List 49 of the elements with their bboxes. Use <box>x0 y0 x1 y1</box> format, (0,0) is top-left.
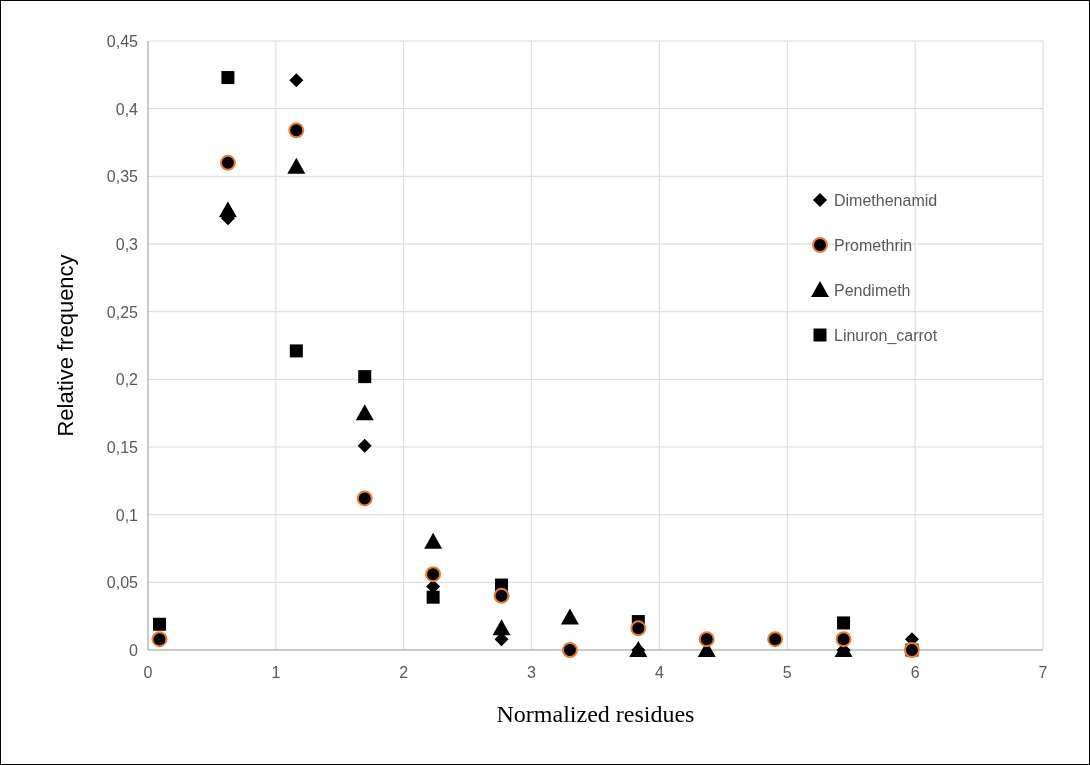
point <box>767 631 784 648</box>
y-tick-label: 0,35 <box>106 168 139 186</box>
x-tick-label: 4 <box>654 664 664 681</box>
y-axis-title: Relative frequency <box>53 254 78 437</box>
point <box>151 631 168 648</box>
point <box>560 608 579 625</box>
point <box>288 122 305 139</box>
y-tick-label: 0,25 <box>106 303 139 321</box>
point <box>835 631 852 648</box>
point <box>837 616 851 630</box>
legend-label: Promethrin <box>834 237 913 254</box>
point <box>426 590 440 604</box>
point <box>219 154 236 171</box>
y-tick-label: 0,4 <box>115 100 139 118</box>
point <box>630 620 647 637</box>
x-tick-label: 2 <box>399 664 409 681</box>
y-tick-label: 0,2 <box>115 371 139 389</box>
point <box>358 370 372 384</box>
point <box>356 490 373 507</box>
point <box>218 201 237 218</box>
x-tick-label: 7 <box>1038 664 1048 681</box>
point <box>424 532 443 549</box>
point <box>698 631 715 648</box>
point <box>493 587 510 604</box>
point <box>289 73 304 88</box>
point <box>287 157 306 174</box>
legend-label: Linuron_carrot <box>834 327 938 345</box>
point <box>492 619 511 636</box>
y-tick-label: 0,3 <box>115 236 139 253</box>
point <box>425 566 442 583</box>
y-tick-label: 0,45 <box>106 33 139 50</box>
point <box>221 71 235 85</box>
point <box>153 617 167 631</box>
x-tick-label: 6 <box>910 664 920 681</box>
x-axis-title: Normalized residues <box>496 701 695 727</box>
x-tick-label: 5 <box>782 664 792 681</box>
point <box>357 438 372 453</box>
point <box>289 344 303 358</box>
y-tick-label: 0,1 <box>115 506 139 524</box>
y-tick-label: 0,15 <box>106 439 139 456</box>
y-tick-label: 0,05 <box>106 574 139 592</box>
x-tick-label: 0 <box>143 664 153 681</box>
y-tick-label: 0 <box>129 642 139 659</box>
point <box>561 642 578 658</box>
legend-label: Dimethenamid <box>834 192 938 209</box>
legend-label: Pendimeth <box>834 282 911 299</box>
point <box>355 404 374 421</box>
x-tick-label: 1 <box>271 664 281 681</box>
x-tick-label: 3 <box>527 664 537 681</box>
